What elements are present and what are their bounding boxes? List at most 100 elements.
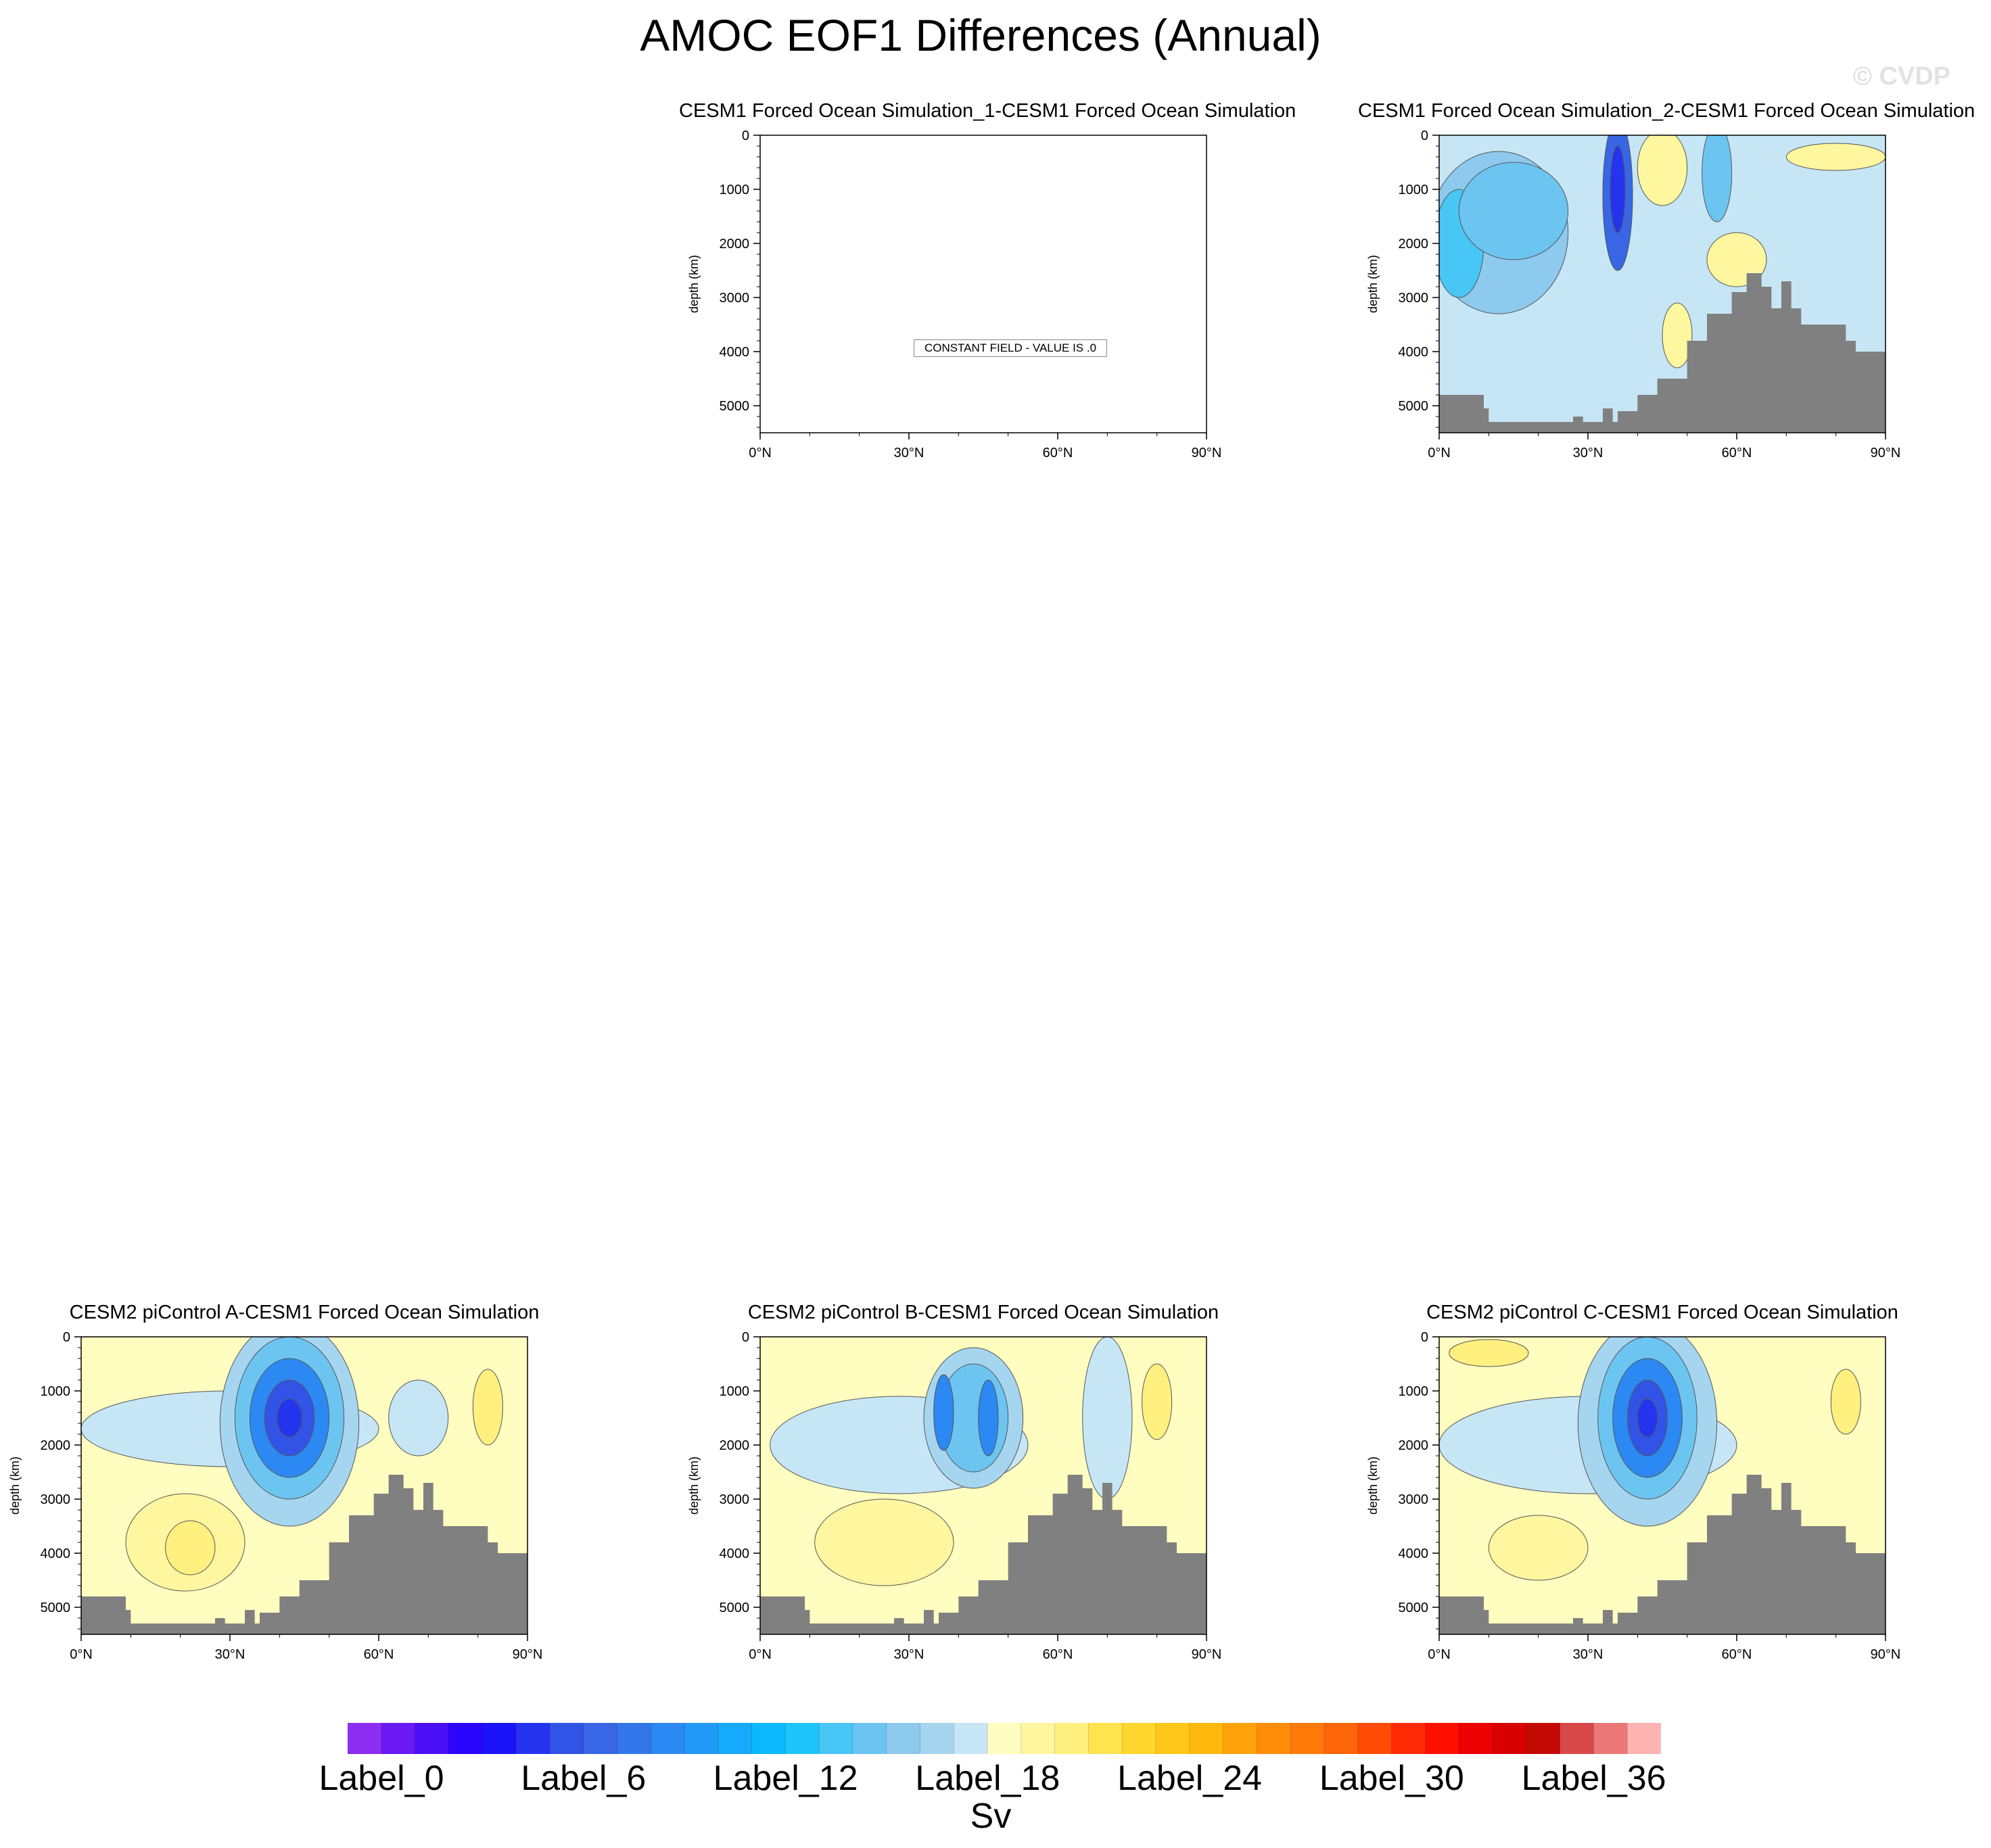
y-tick-label: 4000 <box>1399 345 1429 360</box>
plot-frame <box>80 1336 528 1635</box>
x-tick-label: 60°N <box>1043 1647 1073 1662</box>
x-tick-label: 90°N <box>1192 1647 1222 1662</box>
y-tick-label: 3000 <box>720 291 750 306</box>
y-tick-label: 1000 <box>41 1384 71 1399</box>
bathymetry-mask <box>1439 273 1885 433</box>
panel-title: CESM2 piControl A-CESM1 Forced Ocean Sim… <box>69 1302 540 1323</box>
y-tick-label: 1000 <box>1399 183 1429 197</box>
constant-field-message: CONSTANT FIELD - VALUE IS .0 <box>914 339 1107 357</box>
x-tick-label: 30°N <box>894 1647 924 1662</box>
contour-region <box>933 1374 954 1451</box>
colorbar-swatch <box>1156 1723 1190 1754</box>
colorbar-swatch <box>987 1723 1022 1754</box>
contour-region <box>277 1398 302 1438</box>
colorbar-units: Sv <box>970 1797 1012 1836</box>
contour-plot: 0°N 30°N 60°N 90°N 0 1000 2000 3000 4000 5000 dept… <box>1366 128 1900 460</box>
y-tick-label: 1000 <box>1399 1384 1429 1399</box>
y-tick-label: 3000 <box>1399 291 1429 306</box>
y-tick-label: 2000 <box>720 237 750 252</box>
panel-title: CESM2 piControl B-CESM1 Forced Ocean Sim… <box>747 1302 1219 1323</box>
colorbar-swatch <box>751 1723 786 1754</box>
colorbar-swatch <box>1290 1723 1325 1754</box>
contour-region <box>1702 135 1733 222</box>
contour-region <box>388 1379 449 1456</box>
colorbar-label: Label_18 <box>915 1759 1060 1798</box>
colorbar <box>348 1723 1661 1754</box>
y-tick-label: 3000 <box>720 1492 750 1507</box>
y-tick-label: 0 <box>63 1330 70 1345</box>
colorbar-swatch <box>852 1723 887 1754</box>
y-axis-label: depth (km) <box>8 1456 22 1515</box>
y-tick-label: 5000 <box>1399 399 1429 414</box>
bathymetry-mask <box>760 1475 1207 1634</box>
x-tick-label: 0°N <box>70 1647 93 1662</box>
contour-plot: 0°N 30°N 60°N 90°N 0 1000 2000 3000 4000 5000 dept… <box>8 1330 542 1662</box>
colorbar-swatch <box>920 1723 954 1754</box>
colorbar-swatch <box>651 1723 685 1754</box>
colorbar-swatch <box>886 1723 921 1754</box>
colorbar-swatch <box>583 1723 617 1754</box>
colorbar-swatch <box>1189 1723 1224 1754</box>
y-axis-label: depth (km) <box>687 1456 701 1515</box>
plot-area <box>81 1337 528 1634</box>
y-tick-label: 5000 <box>720 1601 750 1615</box>
contour-plot: 0°N 30°N 60°N 90°N 0 1000 2000 3000 4000 5000 dept… <box>1366 1330 1901 1662</box>
contour-region <box>1082 1337 1133 1500</box>
x-tick-label: 90°N <box>1871 1647 1901 1662</box>
plot-frame <box>759 1336 1207 1635</box>
colorbar-label: Label_0 <box>319 1759 444 1798</box>
x-tick-label: 0°N <box>749 446 772 460</box>
colorbar-swatch <box>381 1723 416 1754</box>
contour-region <box>1830 1369 1861 1435</box>
y-tick-label: 4000 <box>1399 1546 1429 1561</box>
x-tick-label: 0°N <box>1428 1647 1451 1662</box>
y-axis-label: depth (km) <box>687 255 701 313</box>
colorbar-swatch <box>1493 1723 1527 1754</box>
x-tick-label: 60°N <box>1722 1647 1752 1662</box>
y-tick-label: 3000 <box>41 1492 71 1507</box>
watermark: © CVDP <box>1853 62 1951 91</box>
panel-5: CESM2 piControl C-CESM1 Forced Ocean Sim… <box>1358 1302 1967 1680</box>
colorbar-swatch <box>819 1723 853 1754</box>
contour-region <box>472 1369 503 1446</box>
colorbar-label: Label_6 <box>521 1759 647 1798</box>
bathymetry-mask <box>81 1475 528 1634</box>
panel-2: CESM1 Forced Ocean Simulation_2-CESM1 Fo… <box>1358 100 1975 479</box>
colorbar-swatch <box>549 1723 584 1754</box>
contour-region <box>165 1520 216 1575</box>
colorbar-swatch <box>415 1723 449 1754</box>
y-tick-label: 0 <box>1421 1330 1428 1345</box>
contour-region <box>1662 302 1693 369</box>
panel-title: CESM2 piControl C-CESM1 Forced Ocean Sim… <box>1426 1302 1898 1323</box>
colorbar-swatch <box>1560 1723 1594 1754</box>
y-tick-label: 5000 <box>41 1601 71 1615</box>
colorbar-swatch <box>1425 1723 1459 1754</box>
panel-title: CESM1 Forced Ocean Simulation_1-CESM1 Fo… <box>679 100 1296 122</box>
x-tick-label: 0°N <box>1428 446 1451 460</box>
colorbar-swatch <box>515 1723 551 1754</box>
panel-title: CESM1 Forced Ocean Simulation_2-CESM1 Fo… <box>1358 100 1975 122</box>
contour-region <box>1488 1515 1589 1581</box>
contour-region <box>1637 135 1688 206</box>
colorbar-label: Label_24 <box>1117 1759 1263 1798</box>
colorbar-swatch <box>1257 1723 1291 1754</box>
plot-area <box>1439 135 1885 433</box>
colorbar-swatch <box>1088 1723 1123 1754</box>
y-tick-label: 5000 <box>720 399 750 414</box>
colorbar-label: Label_36 <box>1521 1759 1666 1798</box>
contour-plot: 0°N 30°N 60°N 90°N 0 1000 2000 3000 4000 5000 dept… <box>687 1330 1222 1662</box>
bathymetry-mask <box>1439 1475 1885 1634</box>
contour-region <box>1458 162 1569 260</box>
x-tick-label: 0°N <box>749 1647 772 1662</box>
colorbar-swatch <box>1357 1723 1392 1754</box>
contour-region <box>1637 1398 1658 1438</box>
colorbar-swatch <box>1054 1723 1089 1754</box>
x-tick-label: 60°N <box>1722 446 1752 460</box>
plot-area <box>760 1337 1207 1634</box>
colorbar-swatch <box>1593 1723 1628 1754</box>
colorbar-swatch <box>1627 1723 1661 1754</box>
y-tick-label: 2000 <box>720 1438 750 1453</box>
colorbar-label: Label_12 <box>713 1759 858 1798</box>
x-tick-label: 30°N <box>215 1647 245 1662</box>
y-tick-label: 1000 <box>720 183 750 197</box>
